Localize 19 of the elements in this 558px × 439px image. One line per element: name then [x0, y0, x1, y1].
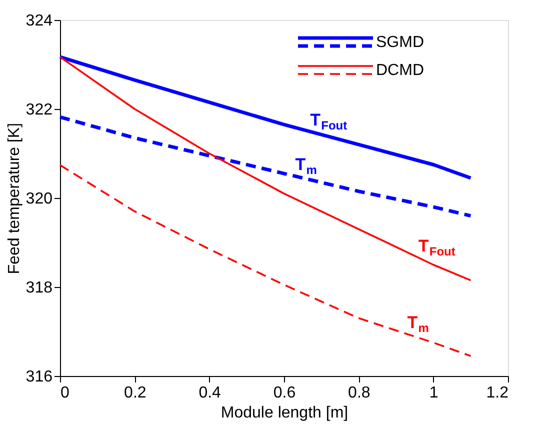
legend-label: DCMD	[376, 62, 424, 79]
x-tick-label: 0.4	[198, 384, 222, 402]
line-series	[59, 56, 472, 282]
x-tick-label: 0	[60, 384, 70, 402]
x-tick-label: 0.8	[348, 384, 370, 402]
legend-label: SGMD	[376, 34, 424, 51]
x-tick-label: 0.6	[273, 384, 296, 402]
y-axis-title: Feed temperature [K]	[6, 122, 23, 274]
line-series	[58, 55, 472, 180]
line-series	[58, 115, 472, 218]
x-tick-label: 0.2	[124, 384, 146, 402]
y-tick-label: 324	[26, 12, 53, 30]
x-tick-label: 1.2	[486, 384, 509, 402]
y-tick-label: 320	[26, 190, 53, 208]
x-axis-title: Module length [m]	[220, 404, 348, 422]
y-tick-label: 316	[26, 368, 53, 386]
x-tick-label: 1	[429, 384, 438, 402]
y-tick-label: 318	[26, 280, 53, 296]
y-tick-label: 322	[26, 102, 53, 118]
